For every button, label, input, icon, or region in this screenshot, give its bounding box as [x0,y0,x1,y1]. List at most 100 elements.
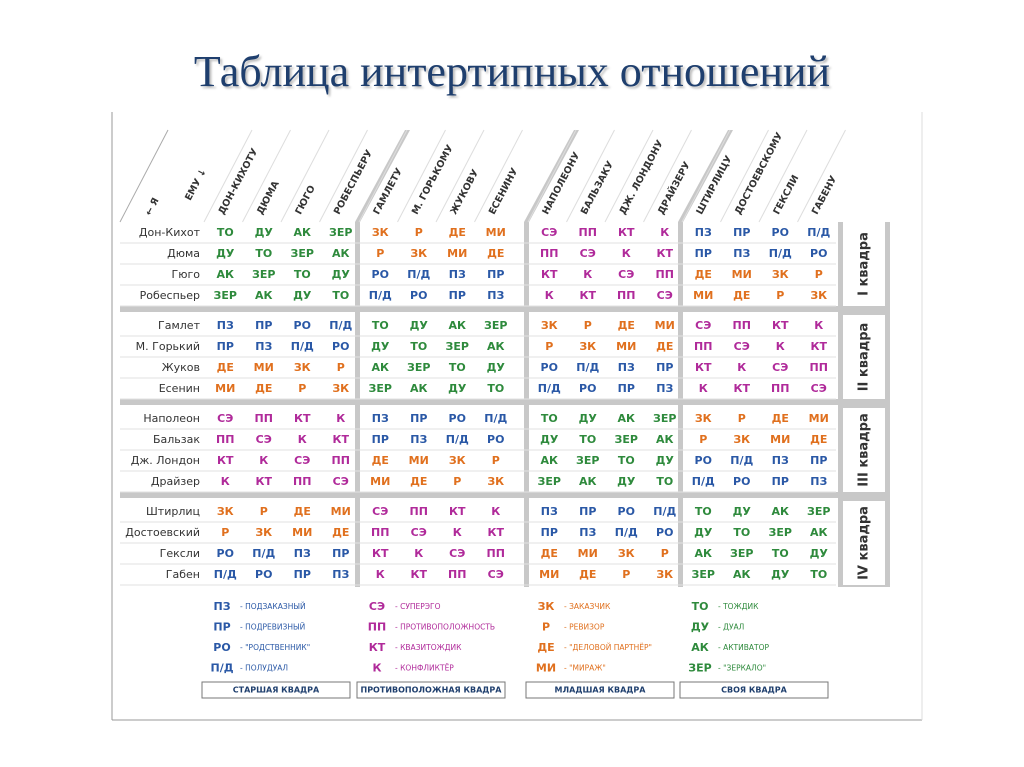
cell: ПР [579,505,596,518]
cell: ПР [410,412,427,425]
cell: Р [298,382,306,395]
cell: МИ [254,361,274,374]
cell: МИ [655,319,675,332]
cell: ТО [294,268,311,281]
cell: КТ [372,547,389,560]
cell: РО [372,268,389,281]
cell: ДУ [771,568,790,581]
group-separator [120,399,890,405]
cell: ДУ [487,361,506,374]
cell: ЗК [541,319,558,332]
cell: ЗК [255,526,272,539]
cell: ЗЕР [615,433,638,446]
legend-desc: - ТОЖДИК [718,602,759,611]
cell: КТ [488,526,505,539]
group-separator [120,492,890,498]
cell: СЭ [695,319,711,332]
legend-code: МИ [536,662,556,675]
cell: Р [622,568,630,581]
row-name: Достоевский [125,526,200,539]
quadra-box [843,222,885,306]
cell: ТО [695,505,712,518]
cell: КТ [657,247,674,260]
legend-code: ДЕ [537,641,554,654]
corner-me: ← Я [143,196,161,218]
cell: СЭ [217,412,233,425]
cell: ДЕ [541,547,558,560]
column-header: ДЮМА [255,179,282,217]
legend-code: ЗК [538,600,555,613]
cell: К [622,247,631,260]
cell: ДЕ [294,505,311,518]
cell: ПП [371,526,389,539]
cell: ДЕ [810,433,827,446]
cell: РО [410,289,427,302]
quadra-label: II квадра [857,323,872,392]
cell: П/Д [538,382,561,395]
cell: ТО [579,433,596,446]
cell: П/Д [692,475,715,488]
cell: ДУ [371,340,390,353]
cell: ПР [618,382,635,395]
cell: ЗЕР [538,475,561,488]
cell: ПП [216,433,234,446]
cell: РО [294,319,311,332]
cell: ТО [810,568,827,581]
cell: К [259,454,268,467]
cell: РО [541,361,558,374]
cell: ЗЕР [692,568,715,581]
cell: ПП [255,412,273,425]
quadra-box [843,315,885,399]
legend-code: К [373,662,382,675]
header-line [119,129,169,223]
cell: ТО [487,382,504,395]
cell: ПЗ [294,547,311,560]
quadra-label: III квадра [857,413,872,486]
cell: ПР [449,289,466,302]
cell: ДУ [540,433,559,446]
cell: СЭ [449,547,465,560]
cell: ДУ [694,526,713,539]
cell: АК [733,568,751,581]
cell: АК [487,340,505,353]
cell: П/Д [291,340,314,353]
row-name: Гексли [160,547,200,560]
cell: СЭ [411,526,427,539]
legend-code: ТО [692,600,709,613]
cell: К [491,505,500,518]
header-line [797,129,846,223]
column-header: ЖУКОВУ [448,167,481,216]
row-name: Драйзер [151,475,200,488]
cell: АК [410,382,428,395]
header-line [242,129,291,223]
cell: Р [376,247,384,260]
cell: Р [221,526,229,539]
cell: К [737,361,746,374]
cell: К [699,382,708,395]
legend-code: ДУ [691,621,710,634]
legend-box-label: ПРОТИВОПОЛОЖНАЯ КВАДРА [361,686,503,695]
cell: ЗЕР [369,382,392,395]
cell: ПР [695,247,712,260]
cell: ЗК [733,433,750,446]
cell: ДЕ [449,226,466,239]
cell: РО [695,454,712,467]
cell: АК [448,319,466,332]
cell: РО [733,475,750,488]
cell: ТО [733,526,750,539]
cell: АК [371,361,389,374]
cell: ПП [410,505,428,518]
cell: АК [771,505,789,518]
cell: ПП [293,475,311,488]
cell: СЭ [811,382,827,395]
cell: КТ [333,433,350,446]
legend-desc: - ЗАКАЗЧИК [564,602,611,611]
cell: ПЗ [217,319,234,332]
cell: П/Д [407,268,430,281]
cell: ДЕ [372,454,389,467]
cell: ЗК [217,505,234,518]
cell: ЗЕР [769,526,792,539]
legend-code: ЗЕР [688,662,711,675]
column-header: ЕСЕНИНУ [487,166,521,217]
cell: П/Д [807,226,830,239]
